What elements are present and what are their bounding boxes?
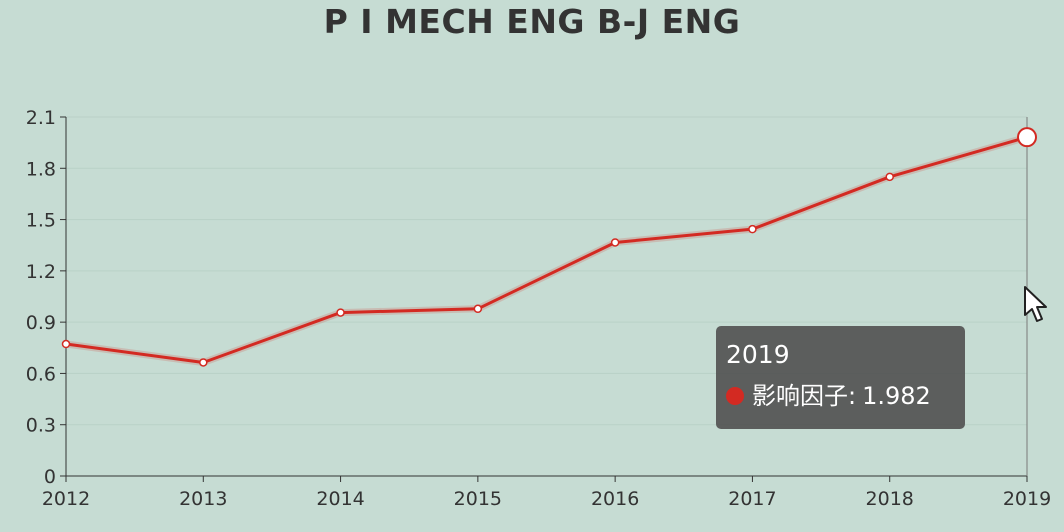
data-point[interactable] — [199, 358, 208, 367]
tooltip: 2019 影响因子 : 1.982 — [716, 326, 965, 429]
x-axis-ticks: 2012 2013 2014 2015 2016 2017 2018 2019 — [42, 476, 1051, 510]
tooltip-series-dot-icon — [726, 387, 744, 405]
tooltip-separator: : — [848, 382, 857, 410]
series-line — [65, 135, 1028, 364]
data-points[interactable] — [61, 127, 1037, 367]
y-tick-label: 0.9 — [26, 312, 56, 334]
data-point[interactable] — [61, 339, 71, 349]
y-tick-label: 0.6 — [26, 363, 56, 385]
y-tick-label: 0 — [44, 466, 56, 488]
series-line-layer — [65, 133, 1028, 366]
x-tick-label: 2018 — [866, 488, 914, 510]
tooltip-title: 2019 — [726, 340, 790, 369]
data-point-highlighted[interactable] — [1017, 127, 1037, 148]
data-point[interactable] — [336, 308, 345, 317]
x-tick-label: 2019 — [1003, 488, 1051, 510]
data-point[interactable] — [473, 304, 483, 314]
data-point[interactable] — [610, 238, 620, 247]
x-tick-label: 2015 — [454, 488, 502, 510]
data-point[interactable] — [748, 224, 757, 234]
y-tick-label: 1.2 — [26, 261, 56, 283]
x-tick-label: 2012 — [42, 488, 90, 510]
y-tick-label: 1.5 — [26, 210, 56, 232]
grid-lines — [66, 116, 1027, 426]
chart-title: P I MECH ENG B-J ENG — [323, 2, 741, 41]
tooltip-value: 1.982 — [862, 382, 931, 410]
x-tick-label: 2013 — [179, 488, 227, 510]
y-tick-label: 1.8 — [26, 158, 56, 180]
x-tick-label: 2017 — [728, 488, 776, 510]
x-tick-label: 2016 — [591, 488, 639, 510]
tooltip-series-name: 影响因子 — [752, 382, 848, 410]
x-tick-label: 2014 — [316, 488, 364, 510]
arrow-cursor-icon — [1024, 286, 1047, 322]
data-point[interactable] — [885, 172, 894, 182]
tooltip-row: 影响因子 : 1.982 — [726, 377, 955, 415]
y-tick-label: 2.1 — [26, 107, 56, 129]
y-axis-ticks: 0 0.3 0.6 0.9 1.2 1.5 1.8 2.1 — [26, 107, 66, 488]
y-tick-label: 0.3 — [26, 415, 56, 437]
